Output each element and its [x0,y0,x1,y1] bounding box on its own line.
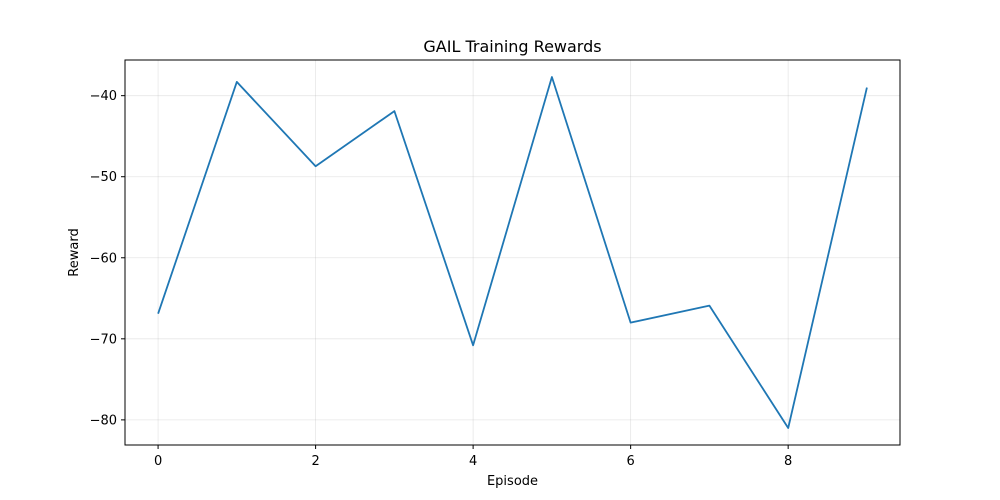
chart-title: GAIL Training Rewards [423,37,601,56]
x-tick-label: 4 [469,454,477,469]
x-axis-label: Episode [487,474,538,489]
y-tick-label: −60 [90,251,117,266]
y-tick-label: −70 [90,332,117,347]
axis-ticks: 0 2 4 6 8 −80 −70 −60 −50 −40 [90,89,793,469]
y-tick-label: −50 [90,170,117,185]
y-tick-label: −80 [90,413,117,428]
series-line [157,76,868,429]
x-tick-label: 0 [154,454,162,469]
x-tick-label: 6 [626,454,634,469]
x-tick-label: 2 [311,454,319,469]
series-layer [157,76,868,429]
plot-frame [124,59,901,446]
x-tick-label: 8 [784,454,792,469]
grid-lines [125,60,900,445]
y-tick-label: −40 [90,89,117,104]
y-axis-label: Reward [67,228,82,276]
